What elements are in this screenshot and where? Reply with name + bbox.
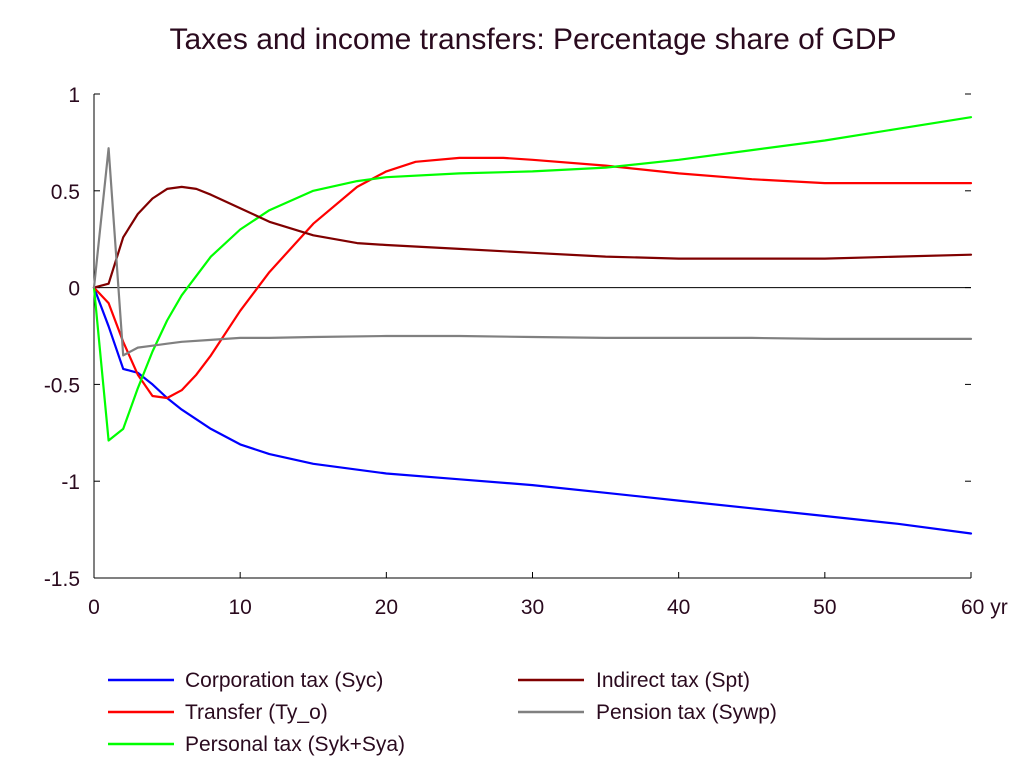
axes: 1 0.5 0 -0.5 -1 -1.5 0 10 20 30 40 50 60 yr	[44, 84, 1008, 619]
series-line-5	[92, 147, 973, 357]
legend-label: Personal tax (Syk+Sya)	[185, 733, 405, 756]
y-tick-label: 0.5	[51, 181, 80, 204]
x-tick-label: 20	[375, 596, 398, 619]
legend-label: Corporation tax (Syc)	[185, 669, 383, 692]
x-tick-label: 10	[228, 596, 251, 619]
x-tick-label: 0	[88, 596, 100, 619]
x-tick-label: 40	[667, 596, 690, 619]
series-line-2	[92, 156, 973, 400]
y-tick-label: -1.5	[44, 568, 80, 591]
x-tick-label: 60 yr	[961, 596, 1008, 619]
x-tick-label: 50	[813, 596, 836, 619]
series-line-1	[92, 286, 973, 535]
legend-label: Pension tax (Sywp)	[596, 701, 777, 724]
legend-label: Transfer (Ty_o)	[185, 701, 328, 724]
series-line-4	[92, 185, 973, 289]
chart-title: Taxes and income transfers: Percentage s…	[169, 23, 896, 56]
y-tick-label: -0.5	[44, 374, 80, 397]
series-lines	[92, 116, 973, 535]
x-tick-label: 30	[521, 596, 544, 619]
legend: Corporation tax (Syc) Transfer (Ty_o) Pers…	[108, 669, 777, 756]
y-tick-label: -1	[61, 471, 80, 494]
legend-label: Indirect tax (Spt)	[596, 669, 750, 692]
y-tick-label: 1	[68, 84, 80, 107]
series-line-3	[92, 116, 973, 442]
y-tick-label: 0	[68, 278, 80, 301]
